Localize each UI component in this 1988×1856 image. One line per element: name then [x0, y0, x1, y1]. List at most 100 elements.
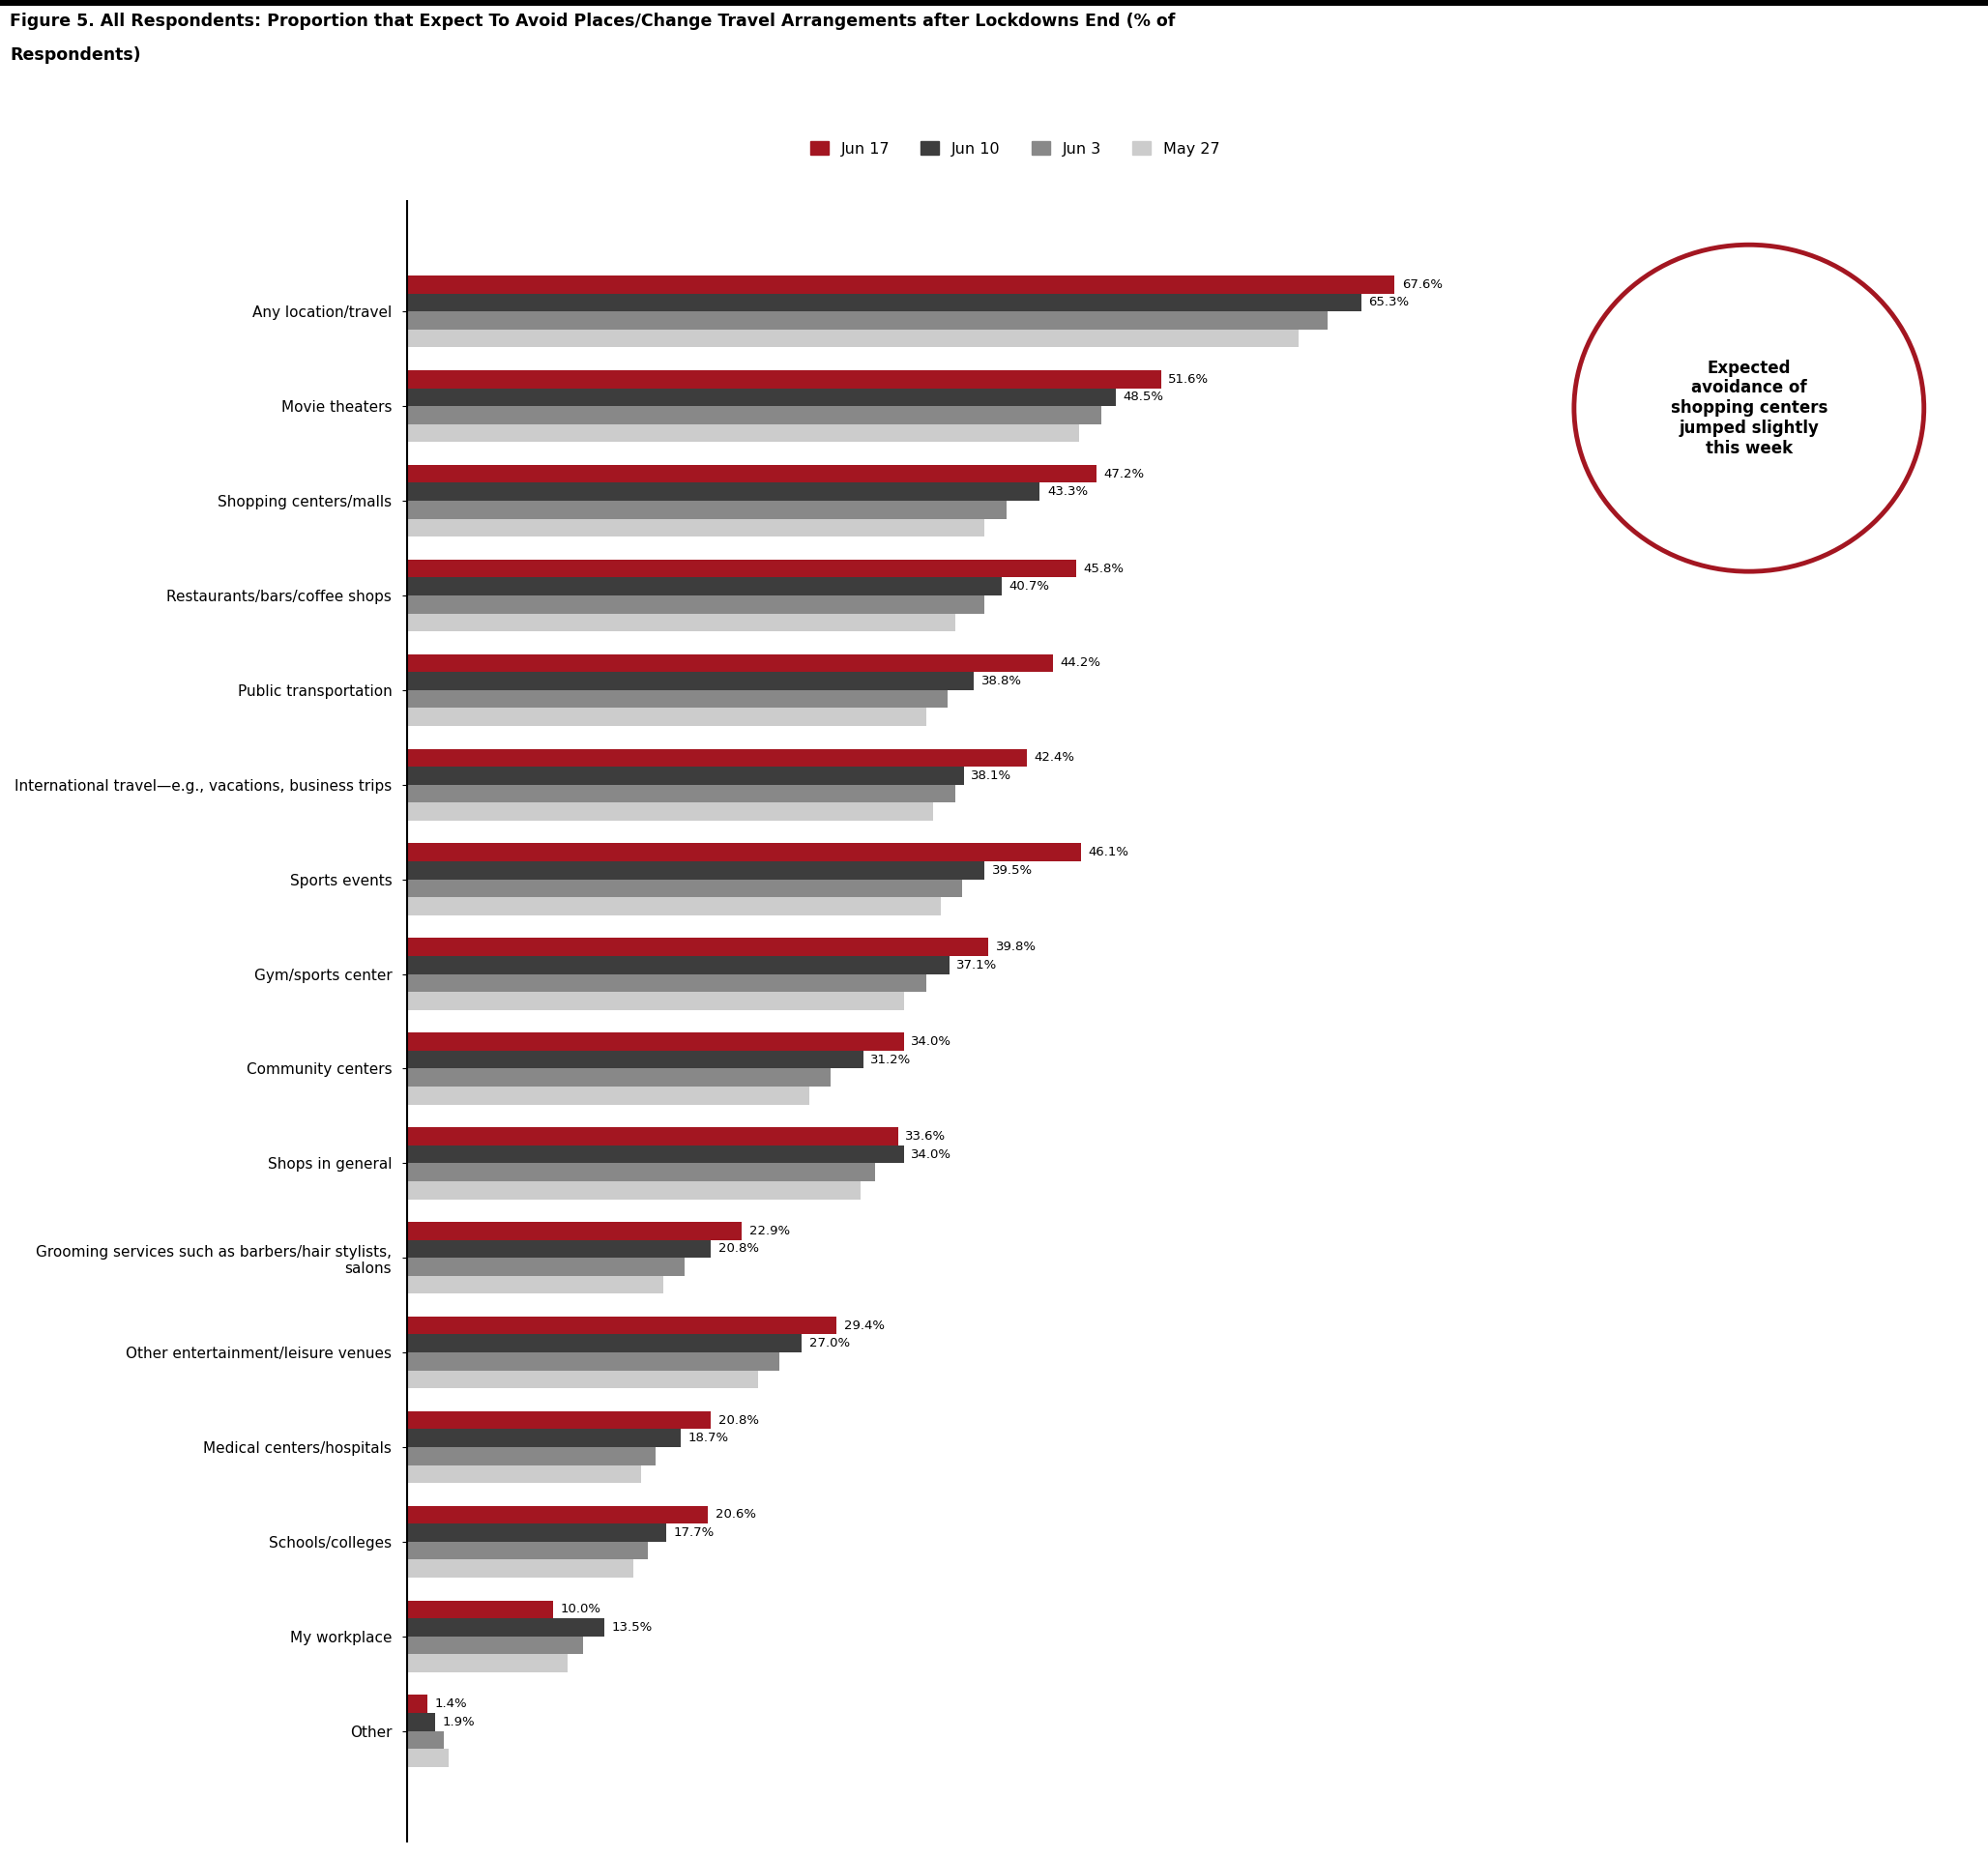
- Text: 34.0%: 34.0%: [911, 1036, 952, 1049]
- Bar: [408, 1316, 837, 1334]
- Text: 43.3%: 43.3%: [1048, 486, 1087, 497]
- Bar: [408, 1050, 863, 1069]
- Bar: [408, 520, 984, 536]
- Bar: [408, 991, 905, 1010]
- Bar: [408, 406, 1101, 425]
- Bar: [408, 1370, 757, 1388]
- Text: 33.6%: 33.6%: [905, 1130, 946, 1143]
- Bar: [408, 1032, 905, 1050]
- Bar: [408, 559, 1076, 577]
- Bar: [408, 653, 1054, 672]
- Text: 45.8%: 45.8%: [1083, 562, 1125, 575]
- Text: Figure 5. All Respondents: Proportion that Expect To Avoid Places/Change Travel : Figure 5. All Respondents: Proportion th…: [10, 13, 1175, 30]
- Bar: [408, 896, 940, 915]
- Text: 40.7%: 40.7%: [1010, 581, 1050, 592]
- Bar: [408, 483, 1040, 501]
- Bar: [408, 690, 948, 707]
- Bar: [408, 767, 964, 785]
- Bar: [408, 672, 974, 690]
- Bar: [408, 1180, 861, 1199]
- Bar: [408, 1559, 634, 1578]
- Bar: [408, 785, 954, 802]
- Bar: [408, 1524, 666, 1542]
- Bar: [408, 861, 984, 880]
- Text: 20.8%: 20.8%: [718, 1414, 759, 1427]
- Bar: [408, 612, 954, 631]
- Bar: [408, 1127, 899, 1145]
- Bar: [408, 802, 932, 820]
- Text: Expected
avoidance of
shopping centers
jumped slightly
this week: Expected avoidance of shopping centers j…: [1670, 360, 1827, 457]
- Text: 10.0%: 10.0%: [561, 1604, 600, 1617]
- Bar: [408, 1334, 801, 1353]
- Text: 31.2%: 31.2%: [871, 1054, 911, 1065]
- Bar: [408, 1448, 656, 1464]
- Bar: [408, 1713, 435, 1732]
- Text: 37.1%: 37.1%: [956, 960, 998, 971]
- Bar: [408, 1164, 875, 1180]
- Bar: [408, 596, 984, 612]
- Bar: [408, 1695, 427, 1713]
- Text: 46.1%: 46.1%: [1087, 846, 1129, 859]
- Bar: [408, 974, 926, 991]
- Text: 34.0%: 34.0%: [911, 1147, 952, 1160]
- Bar: [408, 464, 1097, 483]
- Text: 51.6%: 51.6%: [1169, 373, 1209, 386]
- Bar: [408, 1221, 742, 1240]
- Bar: [408, 501, 1006, 520]
- Bar: [408, 843, 1081, 861]
- Bar: [408, 312, 1328, 330]
- Bar: [408, 880, 962, 896]
- Text: 39.5%: 39.5%: [992, 865, 1032, 876]
- Bar: [408, 956, 948, 974]
- Bar: [408, 748, 1026, 767]
- Bar: [408, 1086, 809, 1104]
- Bar: [408, 1258, 684, 1275]
- Text: 48.5%: 48.5%: [1123, 392, 1163, 403]
- Text: Respondents): Respondents): [10, 46, 141, 63]
- Bar: [408, 1353, 779, 1370]
- Legend: Jun 17, Jun 10, Jun 3, May 27: Jun 17, Jun 10, Jun 3, May 27: [803, 135, 1227, 161]
- Bar: [408, 1542, 648, 1559]
- Bar: [408, 369, 1161, 388]
- Text: 38.1%: 38.1%: [972, 770, 1012, 781]
- Bar: [408, 1464, 640, 1483]
- Bar: [408, 577, 1002, 596]
- Bar: [408, 1618, 604, 1637]
- Text: 20.6%: 20.6%: [716, 1509, 755, 1522]
- Bar: [408, 1429, 680, 1448]
- Bar: [408, 1275, 662, 1294]
- Bar: [408, 707, 926, 726]
- Bar: [408, 937, 988, 956]
- Bar: [408, 1145, 905, 1164]
- Text: 13.5%: 13.5%: [612, 1620, 652, 1633]
- Text: 38.8%: 38.8%: [982, 676, 1022, 687]
- Text: 1.9%: 1.9%: [443, 1715, 475, 1728]
- Bar: [408, 1069, 831, 1086]
- Text: 1.4%: 1.4%: [435, 1698, 467, 1709]
- Bar: [408, 388, 1115, 406]
- Text: 42.4%: 42.4%: [1034, 752, 1076, 765]
- Text: 17.7%: 17.7%: [674, 1526, 714, 1539]
- Text: 39.8%: 39.8%: [996, 941, 1036, 954]
- Bar: [408, 1654, 569, 1672]
- Bar: [408, 1505, 708, 1524]
- Bar: [408, 330, 1298, 347]
- Bar: [408, 1411, 712, 1429]
- Text: 29.4%: 29.4%: [845, 1320, 885, 1333]
- Bar: [408, 425, 1079, 442]
- Text: 27.0%: 27.0%: [809, 1336, 849, 1349]
- Text: 47.2%: 47.2%: [1103, 468, 1145, 481]
- Text: 67.6%: 67.6%: [1402, 278, 1443, 291]
- Text: 44.2%: 44.2%: [1060, 657, 1101, 670]
- Text: 22.9%: 22.9%: [749, 1225, 789, 1238]
- Bar: [408, 293, 1362, 312]
- Bar: [408, 275, 1396, 293]
- Text: 18.7%: 18.7%: [688, 1431, 728, 1444]
- Bar: [408, 1600, 553, 1618]
- Bar: [408, 1240, 712, 1258]
- Bar: [408, 1748, 447, 1767]
- Text: 65.3%: 65.3%: [1368, 297, 1409, 308]
- Text: 20.8%: 20.8%: [718, 1242, 759, 1255]
- Bar: [408, 1732, 443, 1748]
- Bar: [408, 1637, 582, 1654]
